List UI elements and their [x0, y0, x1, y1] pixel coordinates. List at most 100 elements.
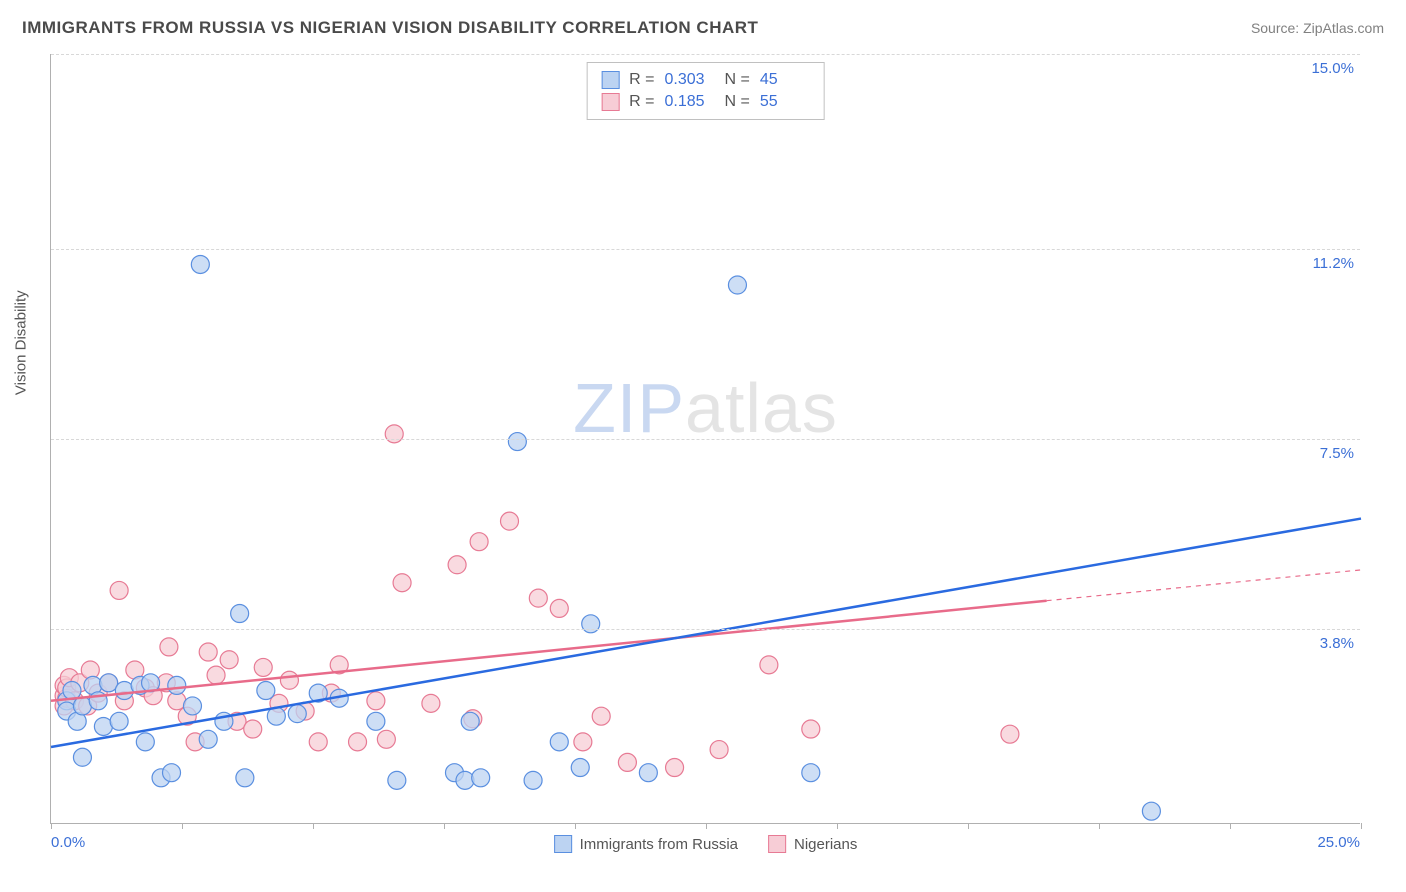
data-point-russia: [728, 276, 746, 294]
trend-line: [1047, 570, 1361, 601]
data-point-russia: [136, 733, 154, 751]
x-tick: [313, 823, 314, 829]
data-point-nigeria: [393, 574, 411, 592]
x-tick: [837, 823, 838, 829]
gridline: [51, 54, 1360, 55]
x-tick: [968, 823, 969, 829]
data-point-russia: [199, 730, 217, 748]
legend-label: Nigerians: [794, 836, 857, 853]
n-label: N =: [725, 93, 750, 111]
chart-source: Source: ZipAtlas.com: [1251, 20, 1384, 36]
data-point-nigeria: [574, 733, 592, 751]
legend-item-russia: Immigrants from Russia: [554, 835, 738, 853]
data-point-russia: [388, 771, 406, 789]
data-point-russia: [802, 764, 820, 782]
data-point-russia: [257, 682, 275, 700]
y-tick-label: 3.8%: [1320, 635, 1354, 652]
data-point-russia: [288, 705, 306, 723]
data-point-russia: [73, 748, 91, 766]
y-axis-label: Vision Disability: [13, 290, 30, 395]
data-point-nigeria: [529, 589, 547, 607]
data-point-nigeria: [592, 707, 610, 725]
data-point-nigeria: [501, 512, 519, 530]
data-point-russia: [639, 764, 657, 782]
data-point-nigeria: [220, 651, 238, 669]
data-point-nigeria: [666, 759, 684, 777]
correlation-legend: R = 0.303 N = 45 R = 0.185 N = 55: [586, 62, 825, 120]
trend-line: [51, 519, 1361, 747]
x-tick: [1361, 823, 1362, 829]
data-point-russia: [231, 605, 249, 623]
data-point-nigeria: [550, 599, 568, 617]
data-point-nigeria: [367, 692, 385, 710]
data-point-russia: [524, 771, 542, 789]
chart-title: IMMIGRANTS FROM RUSSIA VS NIGERIAN VISIO…: [22, 18, 758, 38]
x-tick: [1099, 823, 1100, 829]
plot-area: Vision Disability ZIPatlas R = 0.303 N =…: [50, 54, 1360, 824]
legend-swatch-russia: [601, 71, 619, 89]
data-point-nigeria: [385, 425, 403, 443]
data-point-nigeria: [309, 733, 327, 751]
legend-swatch-nigeria-icon: [768, 835, 786, 853]
x-tick-label: 0.0%: [51, 834, 85, 851]
data-point-nigeria: [802, 720, 820, 738]
data-point-nigeria: [280, 671, 298, 689]
data-point-nigeria: [448, 556, 466, 574]
data-point-nigeria: [470, 533, 488, 551]
data-point-russia: [1142, 802, 1160, 820]
x-tick: [444, 823, 445, 829]
legend-swatch-nigeria: [601, 93, 619, 111]
gridline: [51, 249, 1360, 250]
gridline: [51, 629, 1360, 630]
r-value: 0.303: [665, 71, 715, 89]
y-tick-label: 7.5%: [1320, 445, 1354, 462]
data-point-russia: [550, 733, 568, 751]
data-point-nigeria: [760, 656, 778, 674]
series-legend: Immigrants from Russia Nigerians: [554, 835, 858, 853]
x-tick-label: 25.0%: [1317, 834, 1360, 851]
data-point-russia: [367, 712, 385, 730]
data-point-russia: [472, 769, 490, 787]
data-point-russia: [582, 615, 600, 633]
data-point-russia: [456, 771, 474, 789]
legend-label: Immigrants from Russia: [580, 836, 738, 853]
n-value: 55: [760, 93, 810, 111]
data-point-nigeria: [199, 643, 217, 661]
data-point-nigeria: [377, 730, 395, 748]
legend-swatch-russia-icon: [554, 835, 572, 853]
data-point-nigeria: [110, 581, 128, 599]
data-point-nigeria: [349, 733, 367, 751]
data-point-nigeria: [422, 694, 440, 712]
r-label: R =: [629, 71, 654, 89]
data-point-russia: [461, 712, 479, 730]
data-point-russia: [191, 255, 209, 273]
n-label: N =: [725, 71, 750, 89]
data-point-nigeria: [160, 638, 178, 656]
legend-item-nigeria: Nigerians: [768, 835, 857, 853]
data-point-russia: [236, 769, 254, 787]
data-point-russia: [508, 433, 526, 451]
chart-header: IMMIGRANTS FROM RUSSIA VS NIGERIAN VISIO…: [22, 18, 1384, 38]
data-point-nigeria: [1001, 725, 1019, 743]
data-point-nigeria: [207, 666, 225, 684]
y-tick-label: 11.2%: [1313, 255, 1354, 272]
data-point-nigeria: [254, 658, 272, 676]
data-point-nigeria: [618, 753, 636, 771]
x-tick: [1230, 823, 1231, 829]
data-point-nigeria: [710, 741, 728, 759]
x-tick: [51, 823, 52, 829]
legend-row-nigeria: R = 0.185 N = 55: [601, 91, 810, 113]
r-value: 0.185: [665, 93, 715, 111]
legend-row-russia: R = 0.303 N = 45: [601, 69, 810, 91]
x-tick: [182, 823, 183, 829]
data-point-russia: [571, 759, 589, 777]
r-label: R =: [629, 93, 654, 111]
gridline: [51, 439, 1360, 440]
data-point-nigeria: [244, 720, 262, 738]
x-tick: [706, 823, 707, 829]
data-point-russia: [183, 697, 201, 715]
data-point-russia: [163, 764, 181, 782]
x-tick: [575, 823, 576, 829]
n-value: 45: [760, 71, 810, 89]
data-point-russia: [110, 712, 128, 730]
